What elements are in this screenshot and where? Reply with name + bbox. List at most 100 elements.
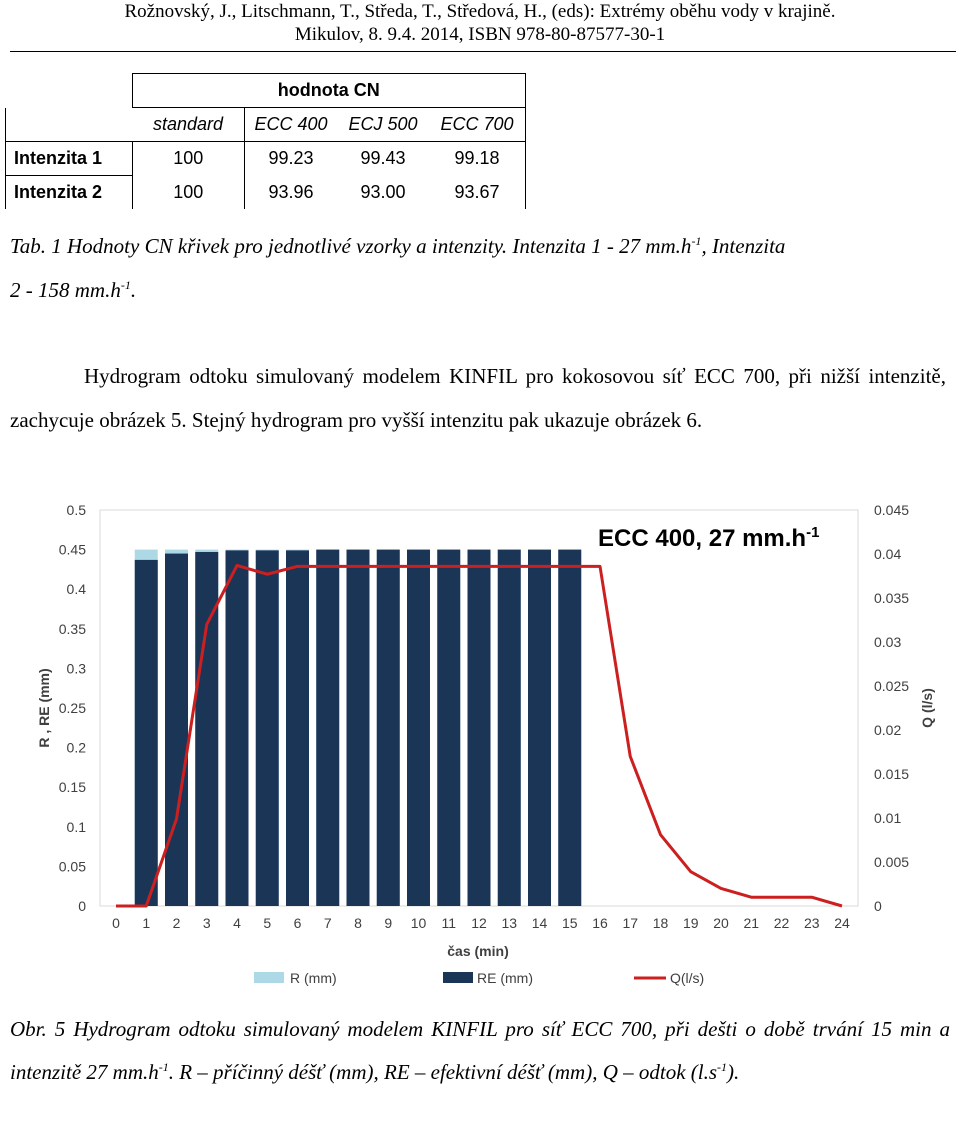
cn-table-title: hodnota CN (131, 73, 526, 108)
x-tick-label: 10 (411, 915, 427, 931)
hydrograph-chart: 0 0.05 0.1 0.15 0.2 0.25 0.3 0.35 0.4 0.45 0.5 0 0.0… (36, 502, 935, 986)
y-right-tick-label: 0.03 (874, 634, 901, 650)
x-tick-label: 19 (683, 915, 699, 931)
x-tick-label: 14 (532, 915, 548, 931)
y-left-tick-label: 0.25 (59, 700, 86, 716)
table-row: Intenzita 1 100 99.23 99.43 99.18 (5, 141, 526, 176)
bar-re (165, 553, 188, 906)
table-caption-text: Tab. 1 Hodnoty CN křivek pro jednotlivé … (10, 234, 692, 258)
x-tick-label: 15 (562, 915, 578, 931)
bar-re (286, 550, 309, 906)
cn-col-ecc400: ECC 400 (244, 107, 337, 142)
table-cell: 99.23 (244, 141, 337, 176)
x-tick-label: 6 (294, 915, 302, 931)
cn-col-ecc700: ECC 700 (429, 107, 526, 142)
y-left-tick-label: 0.45 (59, 542, 86, 558)
y-left-tick-label: 0.1 (67, 819, 87, 835)
x-tick-label: 7 (324, 915, 332, 931)
legend-swatch-r (254, 972, 284, 983)
table-caption-text: , Intenzita (701, 234, 786, 258)
cn-col-ecj500: ECJ 500 (337, 107, 429, 142)
y-left-tick-label: 0.5 (67, 502, 87, 518)
y-right-tick-label: 0.045 (874, 502, 909, 518)
y-left-tick-label: 0.3 (67, 660, 87, 676)
legend-label-q: Q(l/s) (670, 970, 704, 986)
figure-caption-text: Obr. 5 Hydrogram odtoku simulovaný model… (10, 1017, 950, 1084)
y-right-tick-label: 0.015 (874, 766, 909, 782)
x-tick-label: 16 (592, 915, 608, 931)
bar-re (316, 549, 340, 906)
bar-re (376, 549, 400, 906)
figure-caption: Obr. 5 Hydrogram odtoku simulovaný model… (10, 1008, 950, 1094)
header-rule (10, 51, 956, 52)
y-right-tick-label: 0.02 (874, 722, 901, 738)
series-line-q (116, 563, 843, 908)
body-paragraph: Hydrogram odtoku simulovaný modelem KINF… (10, 364, 946, 432)
y-left-tick-label: 0.4 (67, 581, 87, 597)
bar-re (497, 549, 521, 906)
y-right-tick-label: 0.04 (874, 546, 901, 562)
table-caption-sup: -1 (691, 234, 702, 248)
y-left-tick-label: 0 (78, 898, 86, 914)
x-tick-label: 4 (233, 915, 241, 931)
y-right-tick-label: 0.025 (874, 678, 909, 694)
bar-re (528, 549, 551, 906)
x-tick-label: 13 (501, 915, 517, 931)
bar-re (195, 551, 219, 906)
figure-caption-text: . R – příčinný déšť (mm), RE – efektivní… (168, 1060, 718, 1084)
figure-caption-sup: -1 (717, 1060, 728, 1074)
y-right-tick-label: 0.01 (874, 810, 901, 826)
bar-re (407, 549, 430, 906)
y-right-tick-label: 0 (874, 898, 882, 914)
table-cell: 93.96 (268, 181, 314, 202)
x-tick-label: 21 (743, 915, 759, 931)
figure-caption-text: ). (727, 1060, 740, 1084)
bar-re (255, 550, 279, 906)
table-caption: Tab. 1 Hodnoty CN křivek pro jednotlivé … (10, 224, 950, 312)
header-line-2: Mikulov, 8. 9.4. 2014, ISBN 978-80-87577… (294, 24, 666, 45)
x-tick-label: 12 (471, 915, 487, 931)
legend-label-r: R (mm) (290, 970, 337, 986)
row-label: Intenzita 1 (5, 141, 132, 176)
table-caption-sup: -1 (120, 278, 131, 292)
legend-label-re: RE (mm) (477, 970, 533, 986)
x-tick-label: 20 (713, 915, 729, 931)
table-cell: 100 (131, 175, 245, 209)
bar-re (225, 550, 249, 906)
x-tick-label: 18 (653, 915, 669, 931)
y-left-tick-label: 0.05 (59, 858, 86, 874)
bar-re (437, 549, 461, 906)
header-line-1: Rožnovský, J., Litschmann, T., Středa, T… (124, 1, 836, 22)
running-header: Rožnovský, J., Litschmann, T., Středa, T… (0, 0, 960, 46)
table-row: Intenzita 2 100 93.96 93.00 93.67 (5, 175, 526, 209)
y-left-tick-label: 0.2 (67, 740, 87, 756)
legend-swatch-re (443, 972, 473, 983)
x-tick-label: 11 (441, 915, 456, 931)
cn-col-standard: standard (132, 107, 245, 142)
table-caption-text: . (130, 278, 137, 302)
x-tick-label: 8 (354, 915, 362, 931)
x-tick-label: 1 (142, 915, 150, 931)
bar-re (558, 549, 582, 906)
table-cell: 93.67 (429, 175, 526, 209)
x-tick-label: 23 (804, 915, 820, 931)
x-tick-label: 2 (173, 915, 181, 931)
bar-re (134, 559, 158, 906)
cn-table: hodnota CN standard ECC 400 ECJ 500 ECC … (5, 73, 526, 209)
x-tick-label: 24 (834, 915, 850, 931)
x-axis-label: čas (min) (447, 943, 508, 959)
x-tick-label: 9 (384, 915, 392, 931)
y-left-tick-label: 0.15 (59, 779, 86, 795)
table-cell: 100 (131, 141, 245, 176)
bar-re (346, 549, 370, 906)
x-tick-label: 17 (622, 915, 638, 931)
table-cell: 99.43 (337, 141, 429, 176)
figure-caption-sup: -1 (158, 1060, 169, 1074)
y-right-tick-label: 0.035 (874, 590, 909, 606)
x-tick-label: 3 (203, 915, 211, 931)
table-caption-text: 2 - 158 mm.h (10, 278, 121, 302)
x-tick-label: 22 (774, 915, 790, 931)
table-cell: 93.00 (360, 181, 406, 202)
y-right-axis-label: Q (l/s) (919, 688, 935, 728)
hydrograph-figure: 0 0.05 0.1 0.15 0.2 0.25 0.3 0.35 0.4 0.45 0.5 0 0.0… (0, 490, 960, 1000)
